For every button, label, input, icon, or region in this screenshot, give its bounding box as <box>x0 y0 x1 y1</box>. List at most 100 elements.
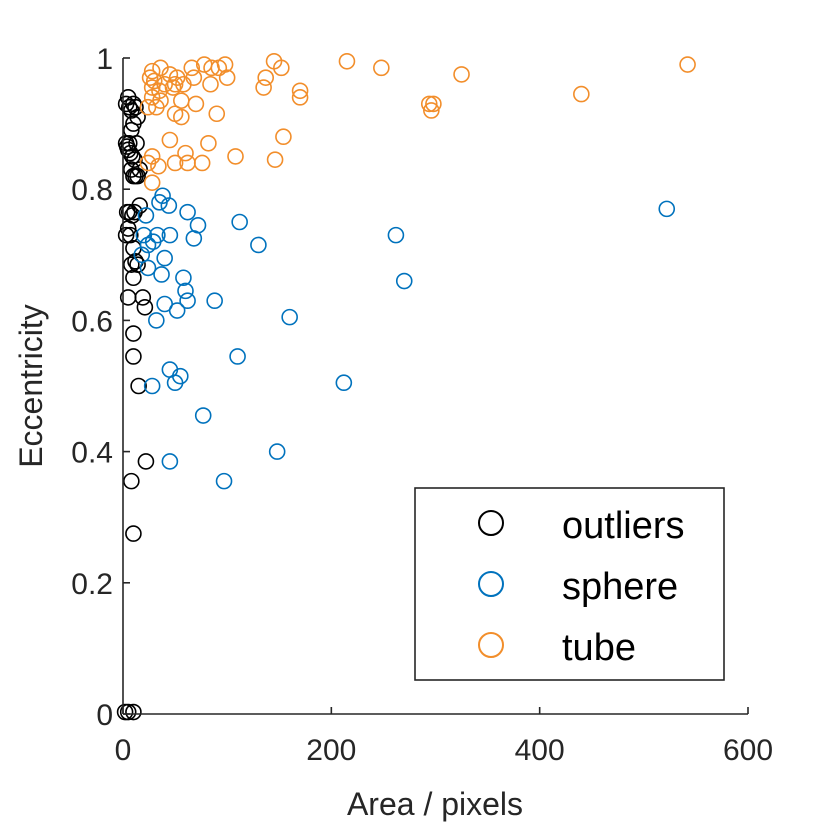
data-point-tube <box>166 75 184 93</box>
data-point-sphere <box>658 200 676 218</box>
data-point-tube <box>679 56 696 73</box>
data-point-outliers <box>125 348 142 365</box>
legend-marker-outliers <box>478 510 504 536</box>
data-point-tube <box>425 95 442 113</box>
data-point-tube <box>275 128 292 146</box>
data-point-tube <box>423 102 440 119</box>
data-point-tube <box>141 69 159 86</box>
data-point-outliers <box>123 102 140 119</box>
data-point-tube <box>255 79 272 96</box>
data-point-sphere <box>175 269 192 287</box>
y-axis-ticks: 0 0.2 0.4 0.6 0.8 1 <box>71 43 130 732</box>
data-point-sphere <box>185 230 203 247</box>
data-point-tube <box>143 79 161 96</box>
x-tick-label: 400 <box>515 734 565 767</box>
legend-label-sphere: sphere <box>562 566 678 608</box>
data-point-outliers <box>127 98 144 116</box>
data-point-sphere <box>215 472 233 490</box>
y-tick-label: 0.4 <box>71 437 113 470</box>
data-point-tube <box>373 59 390 77</box>
data-point-sphere <box>231 213 248 231</box>
plot-area <box>116 52 696 721</box>
data-point-tube <box>148 98 165 116</box>
data-point-outliers <box>128 134 145 152</box>
data-point-tube <box>266 151 284 168</box>
y-tick-label: 0.2 <box>71 568 113 601</box>
data-point-outliers <box>116 703 134 721</box>
data-point-tube <box>175 75 192 93</box>
data-point-tube <box>161 66 179 83</box>
data-point-outliers <box>131 197 148 214</box>
data-point-sphere <box>160 197 178 214</box>
data-point-outliers <box>123 472 140 490</box>
data-point-tube <box>218 69 236 86</box>
data-point-tube <box>143 174 161 191</box>
legend-label-outliers: outliers <box>562 505 685 547</box>
data-point-tube <box>227 148 244 165</box>
data-point-outliers <box>125 269 142 287</box>
data-point-tube <box>291 89 309 106</box>
data-point-sphere <box>250 236 267 254</box>
legend-box <box>414 487 725 681</box>
data-point-tube <box>200 134 217 152</box>
legend: outliers sphere tube <box>414 487 725 681</box>
x-tick-label: 200 <box>306 734 356 767</box>
x-axis-ticks: 0 200 400 600 <box>115 707 773 767</box>
data-point-sphere <box>168 302 186 319</box>
data-point-tube <box>187 95 205 113</box>
data-point-outliers <box>131 161 148 178</box>
data-point-tube <box>139 98 157 116</box>
data-point-tube <box>173 108 190 126</box>
data-point-outliers <box>130 377 147 395</box>
y-tick-label: 0.8 <box>71 174 113 207</box>
data-point-sphere <box>153 266 170 283</box>
data-point-tube <box>143 62 161 80</box>
data-point-sphere <box>206 292 223 310</box>
data-point-sphere <box>143 377 161 395</box>
y-axis-label: Eccentricity <box>13 304 49 468</box>
series-tube <box>139 52 696 191</box>
data-point-tube <box>273 59 290 77</box>
data-point-tube <box>208 105 226 123</box>
x-tick-label: 0 <box>115 734 132 767</box>
legend-marker-sphere <box>478 571 504 597</box>
data-point-tube <box>166 154 184 172</box>
data-point-tube <box>164 79 182 96</box>
data-point-sphere <box>133 246 151 264</box>
data-point-outliers <box>125 325 142 342</box>
data-point-sphere <box>144 233 162 250</box>
data-point-sphere <box>171 367 189 385</box>
data-point-tube <box>291 82 309 100</box>
data-point-tube <box>143 89 161 106</box>
y-tick-label: 1 <box>96 43 113 76</box>
data-point-sphere <box>177 282 194 300</box>
data-point-outliers <box>117 226 135 244</box>
data-point-outliers <box>125 525 142 542</box>
legend-marker-tube <box>478 632 504 658</box>
legend-label-tube: tube <box>562 627 636 669</box>
data-point-sphere <box>194 407 212 424</box>
data-point-sphere <box>139 236 157 254</box>
data-point-outliers <box>134 289 152 306</box>
data-point-outliers <box>125 703 142 721</box>
data-point-outliers <box>125 115 142 132</box>
data-point-sphere <box>161 453 179 470</box>
data-point-sphere <box>281 308 298 326</box>
data-point-tube <box>161 131 179 149</box>
x-axis-label: Area / pixels <box>347 786 523 822</box>
data-point-sphere <box>229 348 246 365</box>
data-point-sphere <box>335 374 353 392</box>
data-point-sphere <box>268 443 286 460</box>
data-point-tube <box>145 72 163 90</box>
data-point-tube <box>183 59 201 77</box>
data-point-sphere <box>139 259 157 277</box>
data-point-tube <box>139 154 157 172</box>
data-point-tube <box>150 157 167 175</box>
data-point-sphere <box>166 374 184 392</box>
data-point-sphere <box>387 226 405 244</box>
data-point-sphere <box>156 249 173 267</box>
data-point-tube <box>193 154 211 172</box>
data-point-tube <box>185 69 203 86</box>
